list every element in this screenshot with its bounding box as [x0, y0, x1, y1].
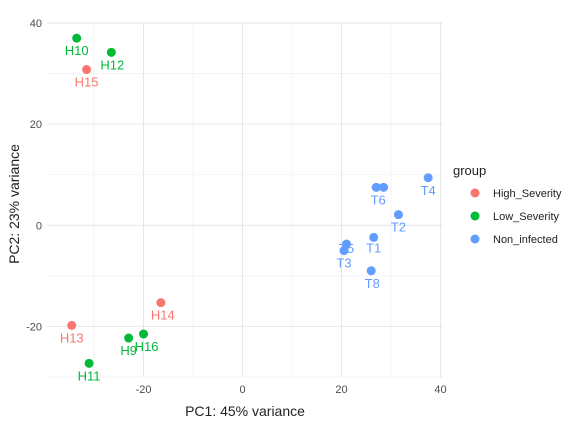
point-label-t1: T1	[366, 240, 381, 255]
point-label-t5: T5	[339, 241, 354, 256]
point-label-t3: T3	[336, 256, 351, 271]
point-label-t6: T6	[371, 192, 386, 207]
y-tick-label: -20	[26, 321, 42, 333]
data-point-h12	[107, 48, 116, 57]
legend-key-low-severity	[471, 212, 480, 221]
point-label-h11: H11	[78, 368, 101, 383]
point-label-h10: H10	[65, 43, 89, 58]
point-label-h13: H13	[60, 330, 84, 345]
data-point-h13	[67, 321, 76, 330]
legend-key-non-infected	[471, 235, 480, 244]
point-label-h16: H16	[135, 339, 159, 354]
point-label-t4: T4	[421, 183, 436, 198]
x-tick-label: 40	[434, 384, 446, 396]
legend-key-high-severity	[471, 189, 480, 198]
data-point-t2	[394, 210, 403, 219]
point-label-h15: H15	[75, 75, 99, 90]
x-tick-label: 20	[335, 384, 347, 396]
legend-title: group	[453, 163, 486, 178]
data-point-t7	[379, 183, 388, 192]
point-label-t2: T2	[391, 220, 406, 235]
data-point-h15	[82, 65, 91, 74]
y-tick-label: 0	[36, 220, 42, 232]
point-label-h12: H12	[100, 57, 124, 72]
y-tick-label: 40	[30, 18, 42, 30]
data-point-t4	[424, 173, 433, 182]
point-label-t8: T8	[365, 276, 380, 291]
y-axis-title: PC2: 23% variance	[6, 144, 22, 264]
legend-label-low-severity: Low_Severity	[493, 211, 560, 223]
x-axis-title: PC1: 45% variance	[185, 403, 305, 419]
legend-label-high-severity: High_Severity	[493, 188, 562, 200]
data-point-t8	[367, 266, 376, 275]
data-point-h11	[85, 359, 94, 368]
x-tick-label: 0	[239, 384, 245, 396]
y-tick-label: 20	[30, 119, 42, 131]
data-point-h14	[156, 298, 165, 307]
data-point-h9	[124, 334, 133, 343]
data-point-h16	[139, 330, 148, 339]
legend-label-non-infected: Non_infected	[493, 234, 558, 246]
data-point-h10	[72, 34, 81, 43]
point-label-h14: H14	[151, 308, 175, 323]
x-tick-label: -20	[136, 384, 152, 396]
